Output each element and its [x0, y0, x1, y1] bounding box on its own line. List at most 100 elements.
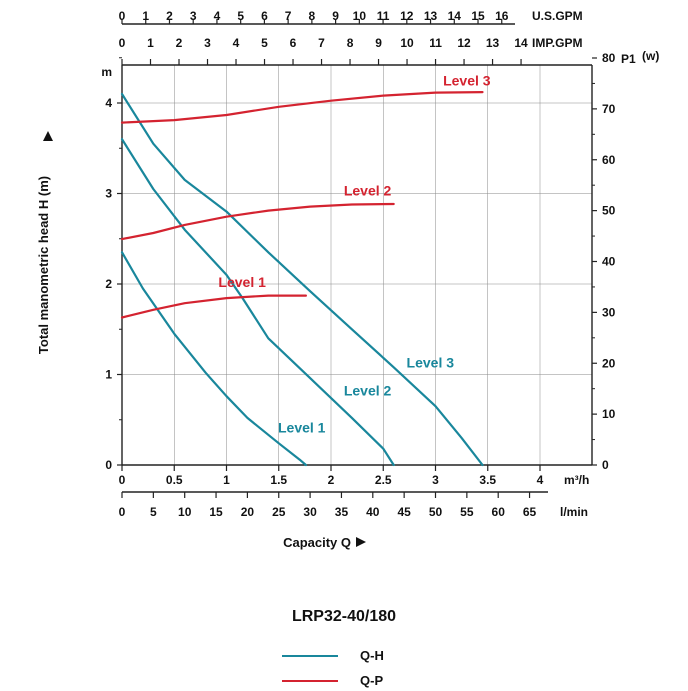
y-axis-title: Total manometric head H (m)	[36, 176, 51, 354]
head-tick-label: 4	[105, 96, 112, 110]
flow-impgpm-tick-label: 2	[176, 36, 183, 50]
flow-usgpm-tick-label: 15	[471, 9, 485, 23]
flow-impgpm-tick-label: 1	[147, 36, 154, 50]
flow-impgpm-tick-label: 3	[204, 36, 211, 50]
qp-curve-level-2	[120, 202, 395, 241]
flow-lmin-tick-label: 20	[241, 505, 255, 519]
qp-curve-level-1	[120, 294, 307, 319]
flow-lmin-unit-label: l/min	[560, 505, 588, 519]
qh-label-level-2: Level 2	[344, 382, 392, 398]
qh-curve-level-3	[120, 92, 484, 467]
flow-lmin-tick-label: 10	[178, 505, 192, 519]
flow-m3h-tick-label: 2.5	[375, 473, 392, 487]
flow-m3h-tick-label: 0.5	[166, 473, 183, 487]
flow-usgpm-tick-label: 6	[261, 9, 268, 23]
flow-impgpm-tick-label: 10	[400, 36, 414, 50]
flow-lmin-tick-label: 30	[303, 505, 317, 519]
flow-m3h-tick-label: 4	[537, 473, 544, 487]
flow-usgpm-tick-label: 14	[448, 9, 462, 23]
qp-label-level-2: Level 2	[344, 182, 392, 198]
power-tick-label: 80	[602, 51, 616, 65]
head-tick-label: 2	[105, 277, 112, 291]
flow-impgpm-tick-label: 11	[429, 36, 442, 50]
flow-lmin-tick-label: 50	[429, 505, 443, 519]
flow-m3h-tick-label: 3	[432, 473, 439, 487]
flow-lmin-tick-label: 35	[335, 505, 349, 519]
flow-m3h-tick-label: 1.5	[270, 473, 287, 487]
flow-impgpm-tick-label: 12	[457, 36, 471, 50]
x-axis-arrow-icon	[356, 537, 366, 547]
flow-usgpm-tick-label: 12	[400, 9, 414, 23]
flow-usgpm-tick-label: 10	[353, 9, 367, 23]
head-tick-label: 1	[105, 368, 112, 382]
qp-label-level-1: Level 1	[218, 274, 266, 290]
flow-impgpm-tick-label: 9	[375, 36, 382, 50]
head-tick-label: 0	[105, 458, 112, 472]
flow-impgpm-tick-label: 7	[318, 36, 325, 50]
flow-usgpm-tick-label: 8	[309, 9, 316, 23]
flow-lmin-tick-label: 25	[272, 505, 286, 519]
flow-impgpm-tick-label: 14	[514, 36, 528, 50]
power-tick-label: 10	[602, 407, 616, 421]
power-unit-label: (w)	[642, 49, 659, 63]
power-axis-label: P1	[621, 52, 636, 66]
head-tick-label: 3	[105, 187, 112, 201]
legend-item-q-p: Q-P	[282, 673, 383, 688]
flow-impgpm-tick-label: 4	[233, 36, 240, 50]
flow-impgpm-tick-label: 13	[486, 36, 500, 50]
flow-impgpm-tick-label: 8	[347, 36, 354, 50]
flow-usgpm-tick-label: 1	[142, 9, 149, 23]
flow-m3h-tick-label: 0	[119, 473, 126, 487]
flow-m3h-tick-label: 1	[223, 473, 230, 487]
qp-label-level-3: Level 3	[443, 72, 491, 88]
legend-swatch-q-p	[282, 679, 338, 682]
power-tick-label: 20	[602, 356, 616, 370]
qh-curve-level-2	[120, 138, 395, 467]
flow-m3h-tick-label: 3.5	[479, 473, 496, 487]
flow-lmin-tick-label: 65	[523, 505, 537, 519]
power-tick-label: 70	[602, 102, 616, 116]
flow-usgpm-tick-label: 13	[424, 9, 438, 23]
flow-usgpm-tick-label: 7	[285, 9, 292, 23]
power-tick-label: 60	[602, 153, 616, 167]
flow-impgpm-tick-label: 5	[261, 36, 268, 50]
qh-label-level-1: Level 1	[278, 419, 326, 435]
flow-usgpm-tick-label: 11	[377, 9, 390, 23]
x-axis-title: Capacity Q	[283, 535, 351, 550]
qp-curve-level-3	[120, 91, 484, 124]
legend-item-q-h: Q-H	[282, 648, 384, 663]
flow-usgpm-tick-label: 3	[190, 9, 197, 23]
flow-impgpm-unit-label: IMP.GPM	[532, 36, 582, 50]
flow-usgpm-tick-label: 5	[237, 9, 244, 23]
flow-m3h-tick-label: 2	[328, 473, 335, 487]
flow-usgpm-unit-label: U.S.GPM	[532, 9, 583, 23]
flow-lmin-tick-label: 60	[492, 505, 506, 519]
flow-usgpm-tick-label: 9	[332, 9, 339, 23]
flow-lmin-tick-label: 5	[150, 505, 157, 519]
flow-lmin-tick-label: 15	[209, 505, 223, 519]
flow-lmin-tick-label: 45	[397, 505, 411, 519]
flow-usgpm-tick-label: 2	[166, 9, 173, 23]
power-tick-label: 0	[602, 458, 609, 472]
legend-label-q-p: Q-P	[360, 673, 384, 688]
flow-usgpm-tick-label: 0	[119, 9, 126, 23]
flow-lmin-tick-label: 0	[119, 505, 126, 519]
legend-swatch-q-h	[282, 654, 338, 657]
head-unit-label: m	[101, 65, 112, 79]
qh-curve-level-1	[120, 251, 307, 467]
flow-m3h-unit-label: m³/h	[564, 473, 589, 487]
legend-title: LRP32-40/180	[291, 608, 397, 625]
flow-usgpm-tick-label: 16	[495, 9, 509, 23]
power-tick-label: 30	[602, 305, 616, 319]
power-tick-label: 40	[602, 255, 616, 269]
flow-lmin-tick-label: 55	[460, 505, 474, 519]
flow-lmin-tick-label: 40	[366, 505, 380, 519]
legend-label-q-h: Q-H	[360, 648, 384, 663]
y-axis-arrow-icon	[43, 131, 53, 141]
power-tick-label: 50	[602, 204, 616, 218]
flow-usgpm-tick-label: 4	[214, 9, 221, 23]
qh-label-level-3: Level 3	[407, 354, 455, 370]
flow-impgpm-tick-label: 6	[290, 36, 297, 50]
flow-impgpm-tick-label: 0	[119, 36, 126, 50]
